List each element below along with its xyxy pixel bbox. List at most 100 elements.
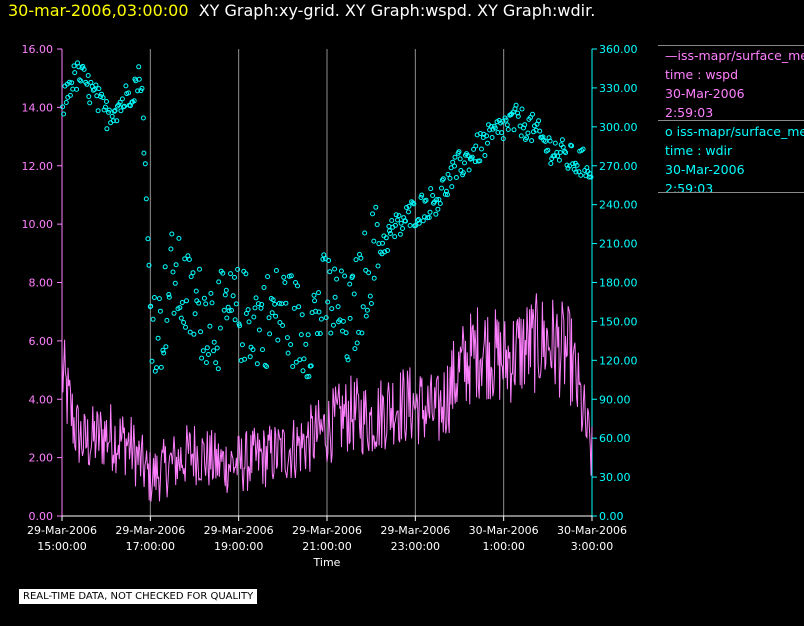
- wdir-point: [382, 249, 388, 255]
- wdir-point: [166, 294, 172, 300]
- x-tick-label-date: 29-Mar-2006: [292, 524, 362, 537]
- wdir-point: [297, 357, 303, 363]
- wdir-point: [305, 332, 311, 338]
- wdir-point: [485, 140, 490, 146]
- wdir-point: [323, 315, 329, 321]
- wdir-point: [186, 257, 192, 262]
- wdir-point: [229, 307, 234, 313]
- legend-wdir[interactable]: o iss-mapr/surface_met time : wdir 30-Ma…: [665, 122, 804, 198]
- wdir-point: [148, 303, 154, 309]
- wdir-point: [264, 364, 269, 369]
- wdir-point: [359, 330, 365, 336]
- wdir-point: [200, 348, 206, 354]
- x-tick-label-time: 15:00:00: [37, 540, 86, 553]
- wdir-point: [63, 100, 69, 105]
- wdir-point: [457, 156, 463, 162]
- wdir-point: [221, 307, 227, 313]
- wdir-point: [92, 86, 97, 92]
- wdir-point: [139, 85, 145, 91]
- wdir-point: [284, 335, 290, 341]
- wdir-point: [406, 209, 411, 215]
- wdir-point: [363, 267, 369, 273]
- wdir-point: [94, 93, 100, 99]
- wdir-point: [351, 291, 357, 297]
- wdir-point: [282, 280, 288, 285]
- wdir-point: [329, 306, 335, 312]
- wdir-point: [452, 163, 457, 169]
- wdir-point: [316, 290, 321, 296]
- wdir-point: [356, 329, 362, 335]
- wdir-point: [193, 288, 199, 294]
- wdir-point: [371, 275, 377, 281]
- wdir-point: [320, 256, 326, 262]
- wdir-point: [515, 113, 521, 119]
- wdir-point: [442, 191, 448, 197]
- y-left-tick-label: 4.00: [29, 393, 54, 406]
- wdir-point: [328, 330, 334, 336]
- wdir-point: [513, 102, 519, 108]
- wdir-point: [146, 262, 152, 268]
- wdir-point: [237, 323, 243, 329]
- x-tick-label-time: 23:00:00: [391, 540, 440, 553]
- wdir-point: [547, 138, 553, 144]
- wdir-point: [85, 73, 91, 78]
- wdir-point: [400, 226, 405, 231]
- wdir-point: [588, 174, 594, 180]
- wdir-point: [308, 363, 314, 369]
- wdir-point: [280, 323, 286, 328]
- wdir-point: [435, 206, 441, 212]
- wdir-point: [469, 154, 475, 160]
- wdir-point: [385, 248, 390, 253]
- wdir-point: [239, 342, 245, 348]
- wdir-point: [177, 305, 183, 311]
- wdir-point: [260, 347, 265, 353]
- graph-timestamp: 30-mar-2006,03:00:00: [8, 1, 189, 20]
- wdir-point: [214, 345, 220, 351]
- wdir-point: [151, 295, 157, 300]
- wdir-point: [157, 308, 163, 314]
- wdir-point: [223, 287, 229, 293]
- wdir-point: [578, 172, 584, 178]
- wdir-point: [427, 209, 433, 215]
- wdir-point: [251, 314, 257, 320]
- y-right-tick-label: 180.00: [599, 277, 638, 290]
- wdir-point: [445, 171, 451, 177]
- wdir-point: [106, 107, 112, 113]
- wdir-point: [518, 133, 524, 139]
- wdir-point: [87, 100, 93, 106]
- wdir-point: [556, 157, 562, 163]
- wdir-point: [140, 115, 146, 121]
- wdir-point: [102, 104, 108, 110]
- wdir-point: [270, 297, 276, 303]
- wdir-point: [181, 320, 187, 325]
- wdir-point: [250, 347, 256, 353]
- wdir-point: [178, 315, 184, 321]
- wdir-point: [580, 146, 586, 152]
- wdir-point: [420, 218, 426, 224]
- wdir-point: [537, 128, 543, 134]
- wdir-point: [243, 271, 249, 277]
- x-tick-label-date: 29-Mar-2006: [380, 524, 450, 537]
- legend-wdir-date: 30-Mar-2006: [665, 162, 745, 177]
- wdir-point: [122, 103, 127, 109]
- wdir-point: [281, 274, 287, 280]
- y-right-tick-label: 120.00: [599, 354, 638, 367]
- wdir-point: [71, 63, 77, 69]
- wdir-point: [347, 281, 353, 287]
- wdir-point: [371, 238, 377, 244]
- legend-wdir-time: 2:59:03: [665, 181, 714, 196]
- wdir-point: [78, 78, 84, 84]
- wdir-point: [145, 236, 151, 242]
- y-left-tick-label: 14.00: [22, 101, 54, 114]
- wdir-point: [352, 346, 358, 352]
- wdir-point: [154, 365, 159, 371]
- wdir-point: [84, 81, 90, 87]
- wdir-point: [428, 186, 434, 192]
- wdir-point: [542, 138, 548, 144]
- y-left-tick-label: 10.00: [22, 218, 54, 231]
- wdir-point: [259, 302, 265, 307]
- wdir-point: [106, 109, 111, 115]
- wdir-point: [552, 140, 558, 146]
- wdir-point: [564, 162, 570, 168]
- legend-wspd[interactable]: —iss-mapr/surface_met time : wspd 30-Mar…: [665, 46, 804, 122]
